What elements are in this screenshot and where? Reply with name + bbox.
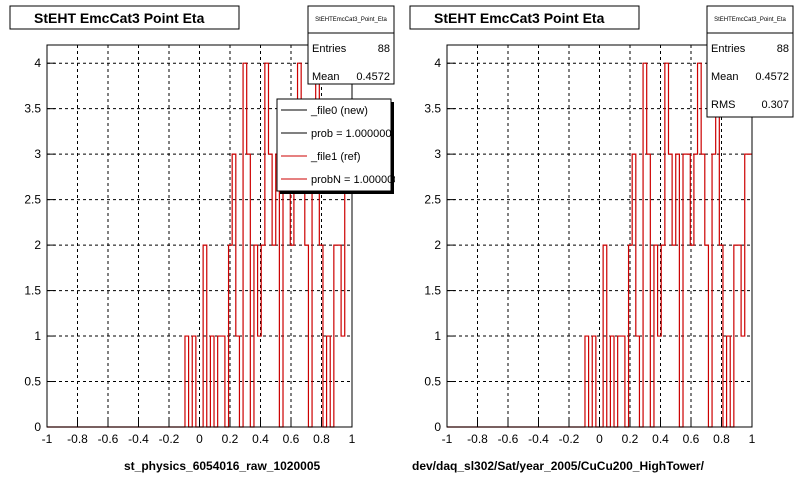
y-tick-label: 3 bbox=[434, 147, 441, 161]
x-tick-label: -0.2 bbox=[559, 432, 580, 446]
y-tick-label: 1.5 bbox=[24, 284, 41, 298]
histogram-panel-1: -1 -0.8 -0.6 -0.4 -0.2 0 0.2 0.4 0.6 0.8 1 0 0.5 1 1.5… bbox=[9, 5, 399, 473]
x-tick-label: -1 bbox=[442, 432, 453, 446]
stats-name: StEHTEmcCat3_Point_Eta bbox=[714, 17, 786, 23]
x-tick-label: -0.2 bbox=[159, 432, 180, 446]
x-axis-label: st_physics_6054016_raw_1020005 bbox=[124, 459, 320, 473]
y-tick-label: 0 bbox=[34, 420, 41, 434]
y-tick-label: 3 bbox=[34, 147, 41, 161]
x-tick-label: 0 bbox=[596, 432, 603, 446]
chart-title: StEHT EmcCat3 Point Eta bbox=[34, 10, 205, 26]
grid bbox=[446, 45, 753, 428]
stats-value-entries: 88 bbox=[378, 43, 390, 55]
stats-label-rms: RMS bbox=[711, 99, 735, 111]
y-tick-label: 0.5 bbox=[24, 375, 41, 389]
y-tick-label: 2.5 bbox=[424, 193, 441, 207]
chart-title: StEHT EmcCat3 Point Eta bbox=[434, 10, 605, 26]
x-tick-label: 0.2 bbox=[622, 432, 639, 446]
y-tick-label: 2 bbox=[434, 238, 441, 252]
x-axis-label: dev/daq_sl302/Sat/year_2005/CuCu200_High… bbox=[412, 459, 705, 473]
legend-label: probN = 1.000000 bbox=[311, 174, 399, 186]
stats-name: StEHTEmcCat3_Point_Eta bbox=[315, 17, 387, 23]
x-tick-label: 0 bbox=[196, 432, 203, 446]
x-tick-label: 0.2 bbox=[222, 432, 239, 446]
x-tick-label: 0.4 bbox=[652, 432, 669, 446]
x-tick-label: 0.6 bbox=[683, 432, 700, 446]
histogram-panel-2: -1 -0.8 -0.6 -0.4 -0.2 0 0.2 0.4 0.6 0.8 1 0 0.5 1 1.5… bbox=[409, 5, 794, 473]
y-tick-label: 1.5 bbox=[424, 284, 441, 298]
stats-label-mean: Mean bbox=[711, 71, 739, 83]
y-tick-label: 2 bbox=[34, 238, 41, 252]
stats-value-mean: 0.4572 bbox=[356, 71, 390, 83]
x-tick-label: 0.8 bbox=[713, 432, 730, 446]
x-tick-label: 1 bbox=[749, 432, 756, 446]
stats-value-mean: 0.4572 bbox=[755, 71, 789, 83]
x-tick-label: -0.8 bbox=[67, 432, 88, 446]
x-tick-label: -0.4 bbox=[128, 432, 149, 446]
stats-box: StEHTEmcCat3_Point_Eta Entries 88 Mean 0.457… bbox=[706, 5, 794, 118]
x-tick-label: 0.4 bbox=[252, 432, 269, 446]
x-tick-label: 1 bbox=[349, 432, 356, 446]
legend-label: _file1 (ref) bbox=[310, 151, 361, 163]
legend-label: prob = 1.000000 bbox=[311, 128, 391, 140]
y-tick-label: 4 bbox=[434, 56, 441, 70]
stats-label-entries: Entries bbox=[312, 43, 347, 55]
stats-box: StEHTEmcCat3_Point_Eta Entries 88 Mean 0.457… bbox=[307, 5, 395, 85]
y-tick-label: 3.5 bbox=[424, 102, 441, 116]
x-tick-label: -0.6 bbox=[98, 432, 119, 446]
x-tick-label: 0.8 bbox=[313, 432, 330, 446]
legend: _file0 (new) prob = 1.000000 _file1 (ref) p… bbox=[276, 98, 399, 194]
legend-label: _file0 (new) bbox=[310, 105, 368, 117]
stats-label-mean: Mean bbox=[312, 71, 340, 83]
y-tick-label: 3.5 bbox=[24, 102, 41, 116]
y-tick-label: 1 bbox=[34, 329, 41, 343]
x-tick-label: -1 bbox=[42, 432, 53, 446]
y-tick-label: 4 bbox=[34, 56, 41, 70]
y-tick-label: 1 bbox=[434, 329, 441, 343]
title-box bbox=[409, 5, 640, 30]
x-tick-label: -0.6 bbox=[498, 432, 519, 446]
stats-label-entries: Entries bbox=[711, 43, 746, 55]
x-tick-label: -0.8 bbox=[467, 432, 488, 446]
x-tick-label: 0.6 bbox=[283, 432, 300, 446]
title-box bbox=[9, 5, 240, 30]
stats-value-rms: 0.307 bbox=[761, 99, 789, 111]
y-tick-label: 2.5 bbox=[24, 193, 41, 207]
y-tick-label: 0 bbox=[434, 420, 441, 434]
stats-value-entries: 88 bbox=[777, 43, 789, 55]
y-tick-label: 0.5 bbox=[424, 375, 441, 389]
x-tick-label: -0.4 bbox=[528, 432, 549, 446]
